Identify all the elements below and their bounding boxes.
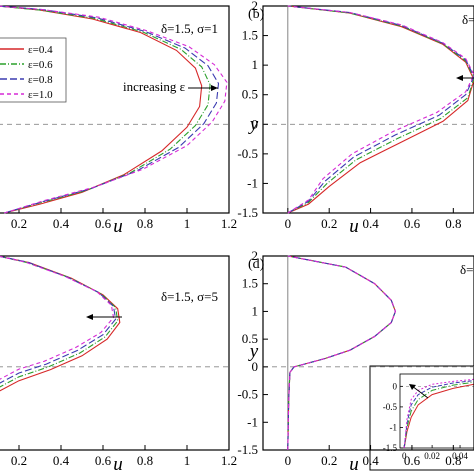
y-tick-label: -1.5 — [237, 442, 258, 457]
plot-frame — [262, 5, 474, 214]
series-curve — [0, 5, 228, 214]
inset-series-curve — [403, 381, 474, 449]
x-tick-label: 0.6 — [95, 216, 112, 231]
x-tick-label: 0.8 — [137, 453, 153, 468]
x-tick-label: 0 — [285, 453, 292, 468]
series-curve — [0, 255, 121, 392]
panel-d-label: (d) — [248, 257, 265, 272]
inset-arrow-shaft — [411, 385, 429, 399]
panel-a-annotation: increasing ε — [123, 79, 186, 94]
panel-c-params: δ=1.5, σ=5 — [161, 289, 218, 304]
panel-b-xlabel: u — [349, 216, 359, 237]
panel-d-inset: 0 0.02 0.04 0 -0.5 -1 -1.5 — [369, 365, 474, 471]
y-tick-label: 0 — [252, 116, 259, 131]
x-tick-label: 0.2 — [11, 453, 27, 468]
y-tick-label: 0 — [252, 359, 259, 374]
x-tick-label: 0.4 — [53, 453, 70, 468]
legend-entry-label: ε=0.6 — [28, 59, 53, 71]
y-tick-label: 2 — [252, 0, 259, 13]
x-tick-label: 0.6 — [404, 216, 421, 231]
series-curve — [287, 255, 396, 451]
panel-a-params: δ=1.5, σ=1 — [161, 21, 218, 36]
x-tick-label: 1.2 — [221, 453, 237, 468]
inset-x-tick-label: 0.04 — [452, 451, 468, 461]
panel-d: (d) δ= y u 0 0.02 0.040-0.5-1-1.5 0 0.2 0.4 0… — [237, 248, 474, 474]
series-curve — [287, 5, 474, 214]
x-tick-label: 0.8 — [137, 216, 153, 231]
y-tick-label: -1.5 — [237, 205, 258, 220]
inset-y-tick-label: 0 — [393, 381, 398, 391]
y-tick-label: 0.5 — [242, 87, 258, 102]
y-tick-label: 1.5 — [242, 28, 258, 43]
y-tick-label: 1.5 — [242, 276, 258, 291]
series-curve — [287, 5, 474, 214]
inset-y-tick-label: -1 — [390, 422, 398, 432]
panel-c-xlabel: u — [113, 454, 123, 474]
panel-d-ylabel: y — [248, 341, 259, 362]
inset-frame — [369, 365, 474, 471]
panel-d-xlabel: u — [349, 454, 359, 474]
x-tick-label: 0.8 — [445, 216, 461, 231]
x-tick-label: 0.6 — [404, 453, 421, 468]
x-tick-label: 0.2 — [321, 216, 337, 231]
y-tick-label: 1 — [252, 57, 259, 72]
inset-y-tick-label: -0.5 — [383, 402, 398, 412]
x-tick-label: 0.4 — [362, 216, 379, 231]
series-curve — [0, 5, 211, 214]
series-curve — [287, 5, 474, 214]
x-tick-label: 1.2 — [221, 216, 237, 231]
y-tick-label: -1 — [247, 175, 258, 190]
panel-c: δ=1.5, σ=5 u 0.2 0.4 0.6 0.8 1 1.2 — [0, 255, 237, 474]
series-curve — [0, 5, 220, 214]
panel-d-params: δ= — [460, 262, 473, 277]
x-tick-label: 0.4 — [53, 216, 70, 231]
series-curve — [287, 255, 396, 451]
y-tick-label: 0.5 — [242, 331, 258, 346]
panel-b-params: δ= — [462, 12, 474, 27]
inset-series-curve — [403, 383, 474, 449]
x-tick-label: 0.2 — [11, 216, 27, 231]
inset-y-tick-label: -1.5 — [383, 443, 398, 453]
plot-frame — [262, 255, 474, 451]
x-tick-label: 0.2 — [321, 453, 337, 468]
series-curve — [0, 255, 117, 384]
panel-a-legend: ε=0.4 ε=0.6 ε=0.8 ε=1.0 — [0, 37, 67, 103]
panel-a-xlabel: u — [113, 216, 123, 237]
panel-b: (b) δ= y u 0 0.2 0.4 0.6 0.8 -1.5 -1 -0.5 0 0.5 1 1… — [237, 0, 474, 237]
legend-entry-label: ε=0.8 — [28, 74, 53, 86]
inset-arrow-head — [409, 384, 416, 390]
plot-frame — [0, 255, 230, 451]
inset-plot-frame — [399, 373, 474, 449]
x-tick-label: 0.4 — [362, 453, 379, 468]
y-tick-label: -0.5 — [237, 146, 258, 161]
panel-c-arrow-head — [86, 314, 93, 320]
series-curve — [0, 255, 119, 388]
plot-frame — [0, 5, 230, 214]
panel-a: δ=1.5, σ=1 ε=0.4 ε=0.6 ε=0.8 ε=1.0 increasi… — [0, 5, 237, 237]
increasing-arrow-head — [211, 85, 218, 91]
x-tick-label: 0 — [285, 216, 292, 231]
x-tick-label: 0.8 — [445, 453, 461, 468]
x-tick-label: 1 — [184, 216, 191, 231]
y-tick-label: -0.5 — [237, 387, 258, 402]
x-tick-label: 1 — [184, 453, 191, 468]
inset-x-tick-label: 0.02 — [424, 451, 440, 461]
y-tick-label: 1 — [252, 303, 259, 318]
panel-b-arrow-head — [456, 75, 463, 81]
legend-entry-label: ε=1.0 — [28, 89, 53, 101]
y-tick-label: -1 — [247, 414, 258, 429]
x-tick-label: 0.6 — [95, 453, 112, 468]
panel-b-ylabel: y — [248, 114, 259, 135]
panel-b-label: (b) — [248, 7, 265, 22]
series-curve — [287, 5, 474, 214]
inset-x-tick-label: 0 — [402, 451, 407, 461]
series-curve — [0, 5, 203, 214]
series-curve — [0, 255, 115, 380]
legend-entry-label: ε=0.4 — [28, 44, 53, 56]
y-tick-label: 2 — [252, 248, 259, 263]
